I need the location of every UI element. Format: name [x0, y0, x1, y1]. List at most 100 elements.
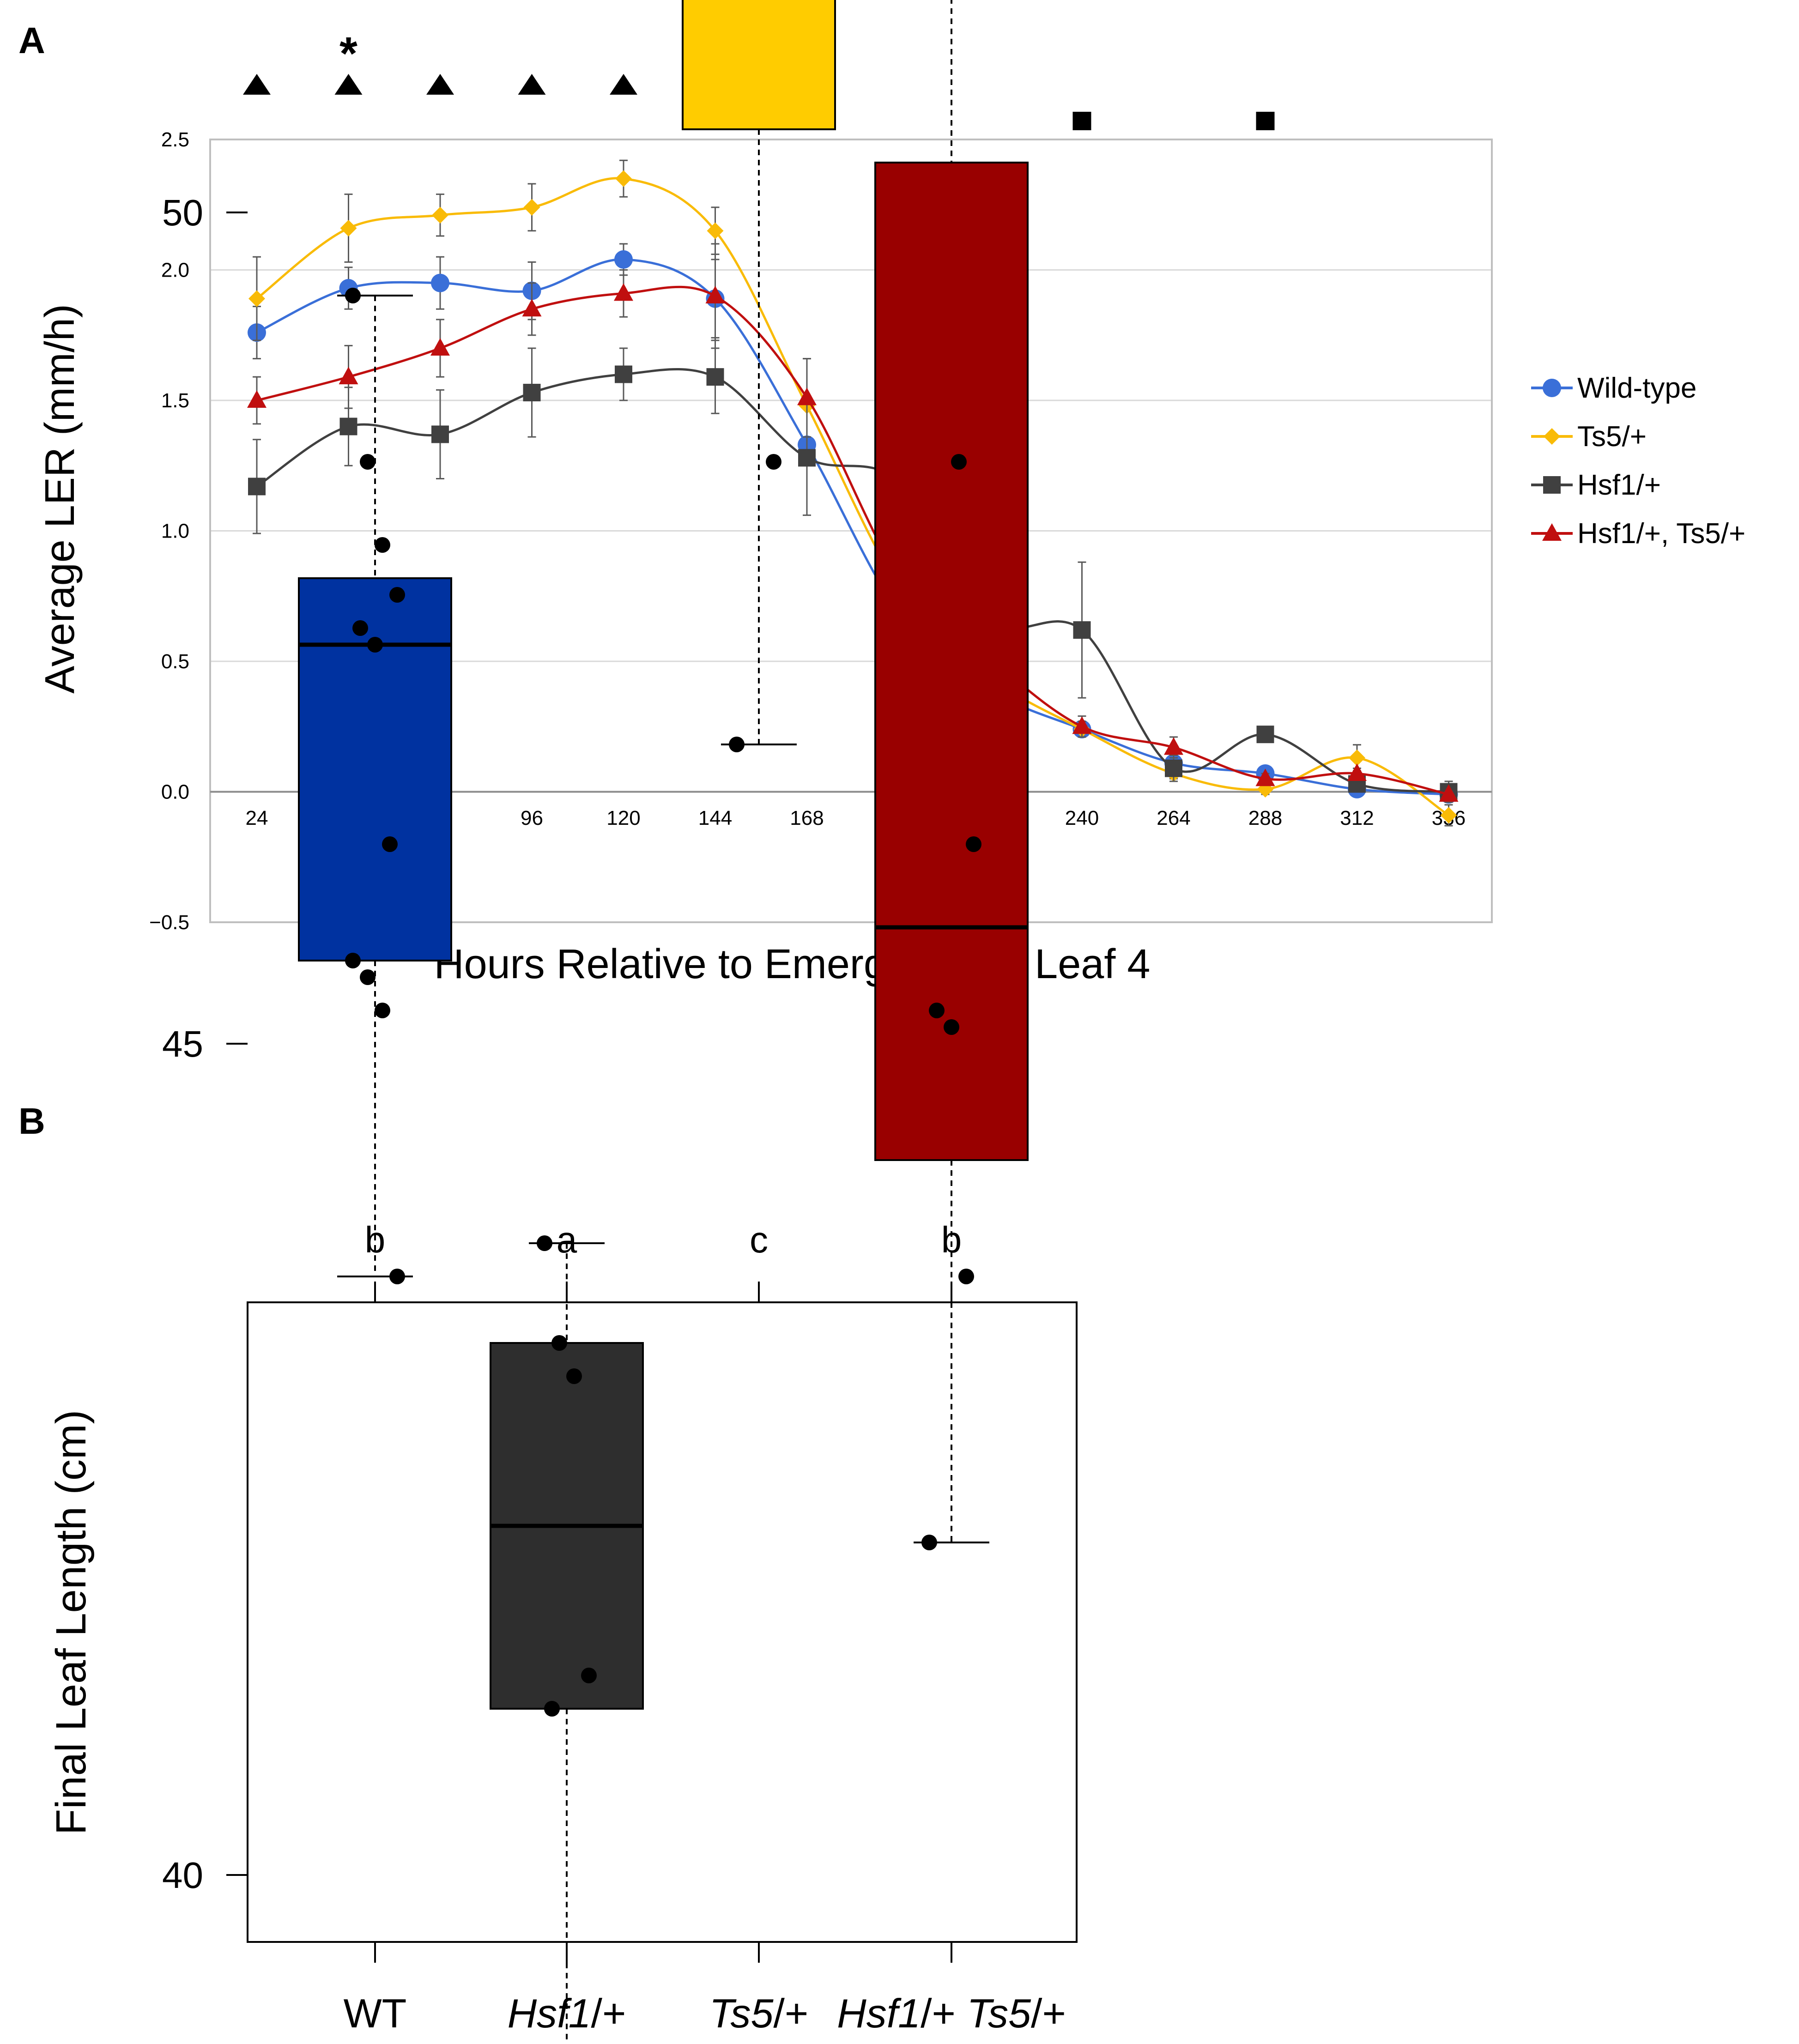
a-data-point — [339, 367, 358, 385]
b-x-tick-label-italic: Ts5 — [709, 1990, 774, 2036]
a-data-point — [1439, 784, 1459, 802]
b-x-tick-label: Hsf1/+ — [508, 1990, 626, 2036]
significance-triangle-marker — [610, 74, 637, 95]
a-x-tick-label: 288 — [1248, 807, 1282, 829]
a-data-point — [1072, 716, 1092, 734]
a-legend-marker — [1544, 428, 1560, 445]
a-data-point — [706, 368, 724, 386]
b-data-point — [551, 1335, 567, 1351]
a-y-tick-label: 2.5 — [161, 128, 189, 151]
a-data-point — [248, 290, 265, 307]
a-legend-entry: Hsf1/+ — [1531, 469, 1661, 501]
a-legend-entry: Hsf1/+, Ts5/+ — [1531, 518, 1745, 550]
a-data-point — [430, 338, 450, 356]
b-data-point — [766, 454, 781, 470]
b-data-point — [389, 1269, 405, 1284]
significance-triangle-marker — [334, 74, 363, 95]
a-y-tick-labels: 2.5 2.0 1.5 1.0 0.5 0.0 −0.5 — [149, 128, 189, 934]
a-legend-entry: Ts5/+ — [1531, 421, 1647, 453]
b-data-point — [389, 587, 405, 603]
a-data-point — [431, 425, 449, 443]
a-data-point — [1165, 759, 1182, 777]
a-data-point — [247, 390, 267, 408]
a-y-tick-label: −0.5 — [149, 911, 189, 934]
a-y-tick-label: 1.5 — [161, 389, 189, 412]
significance-asterisk-marker: * — [339, 28, 357, 79]
b-data-point — [367, 637, 383, 653]
b-y-tick-label: 45 — [162, 1023, 203, 1064]
a-data-point — [1440, 807, 1457, 824]
b-x-tick-label-part: /+ — [921, 1990, 967, 2036]
b-x-tick-label-part: Ts5 — [967, 1990, 1031, 2036]
b-group-ts5: c Ts5/+ — [682, 0, 836, 2036]
b-x-tick-label-suffix: /+ — [591, 1990, 626, 2036]
significance-triangle-marker — [243, 74, 271, 95]
a-y-tick-label: 1.0 — [161, 520, 189, 543]
b-y-axis-title: Final Leaf Length (cm) — [48, 1410, 95, 1835]
a-legend-label: Hsf1/+, Ts5/+ — [1577, 518, 1745, 550]
a-data-point — [797, 387, 817, 405]
a-x-axis-title: Hours Relative to Emergence of Leaf 4 — [434, 941, 1151, 987]
panel-b-label: B — [18, 1101, 45, 1142]
significance-triangle-marker — [518, 74, 546, 95]
a-plot-frame — [209, 139, 1493, 923]
a-x-tick-label: 312 — [1340, 807, 1374, 829]
b-x-tick-label-italic: Hsf1 — [508, 1990, 591, 2036]
a-data-point — [614, 250, 633, 269]
b-y-axis-ticks: 40455055 — [162, 192, 248, 1896]
b-data-point — [729, 737, 745, 752]
a-data-point — [1164, 737, 1183, 755]
a-y-tick-label: 0.0 — [161, 781, 189, 804]
a-x-tick-label: 120 — [606, 807, 640, 829]
b-data-point — [375, 537, 390, 553]
a-legend-marker — [1543, 476, 1561, 494]
b-significance-letter: c — [750, 1219, 768, 1260]
a-legend-label: Hsf1/+ — [1577, 469, 1661, 501]
b-y-tick-label: 40 — [162, 1855, 203, 1896]
b-data-point — [921, 1535, 937, 1550]
b-box — [682, 0, 836, 130]
a-x-tick-label: 264 — [1157, 807, 1190, 829]
a-series-line — [256, 258, 1449, 796]
b-data-point — [352, 620, 368, 636]
a-y-axis-title: Average LER (mm/h) — [37, 304, 83, 694]
a-data-point — [615, 365, 632, 383]
a-data-point — [705, 286, 725, 303]
a-legend: Wild-type Ts5/+ Hsf1/+ Hsf1/+, Ts5/+ — [1531, 372, 1745, 550]
a-data-point — [798, 449, 816, 467]
a-legend-marker — [1543, 379, 1561, 397]
panel-a-line-chart: 2.52.01.51.00.50.0−0.5 24487296120144168… — [37, 28, 1745, 987]
a-y-tick-label: 2.0 — [161, 259, 189, 282]
significance-triangle-marker — [426, 74, 454, 95]
a-data-point — [523, 199, 540, 216]
a-data-point — [707, 222, 724, 239]
b-group-wt: bWT — [298, 288, 452, 2036]
b-data-point — [929, 1003, 945, 1018]
b-data-point — [345, 288, 361, 303]
b-y-tick-label: 50 — [162, 192, 203, 233]
b-data-point — [537, 1235, 552, 1251]
b-x-tick-label: WT — [344, 1990, 407, 2036]
a-y-tick-label: 0.5 — [161, 650, 189, 673]
a-data-point — [1349, 750, 1365, 767]
a-data-point — [340, 220, 357, 237]
b-x-tick-label-part: /+ — [1031, 1990, 1066, 2036]
b-x-tick-label: Hsf1/+ Ts5/+ — [837, 1990, 1066, 2036]
a-x-tick-label: 144 — [698, 807, 732, 829]
a-legend-marker — [1542, 523, 1562, 541]
b-data-point — [382, 836, 398, 852]
a-data-point — [431, 273, 449, 292]
a-x-tick-label: 96 — [521, 807, 543, 829]
a-x-tick-label: 168 — [790, 807, 824, 829]
b-x-tick-label-suffix: /+ — [773, 1990, 808, 2036]
b-data-point — [345, 953, 361, 968]
a-series-line — [256, 285, 1449, 796]
a-significance-markers: * — [243, 28, 1275, 130]
b-data-point — [958, 1269, 974, 1284]
b-data-point — [966, 836, 981, 852]
a-legend-entry: Wild-type — [1531, 372, 1696, 404]
